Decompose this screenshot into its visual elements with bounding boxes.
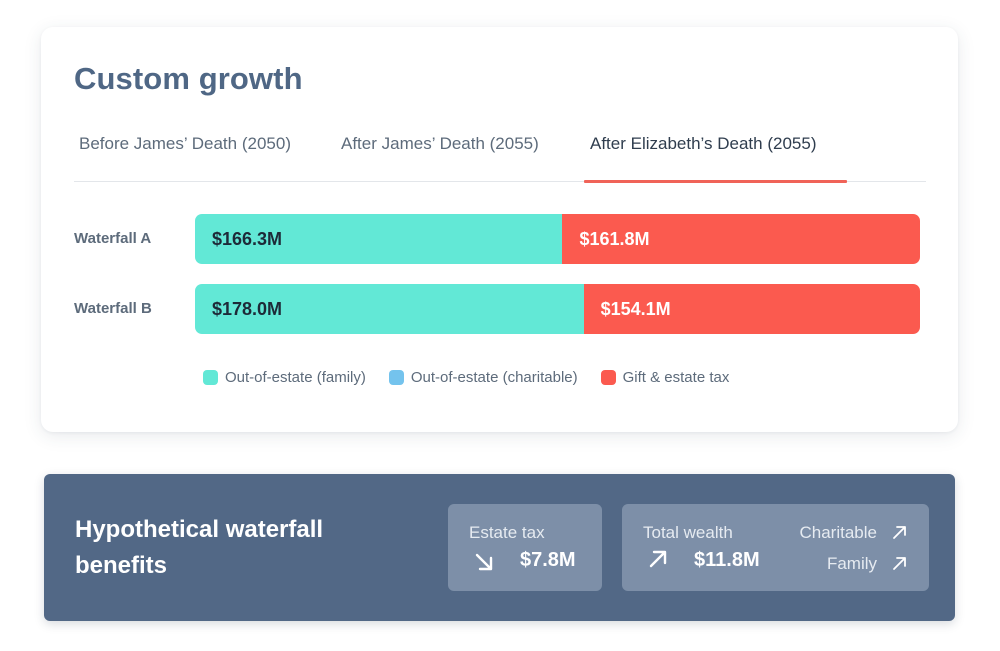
card-title: Custom growth (74, 61, 303, 96)
tab-before-james-death[interactable]: Before James’ Death (2050) (79, 134, 291, 153)
charitable-label: Charitable (799, 523, 878, 542)
legend-label: Out-of-estate (charitable) (410, 369, 578, 386)
legend-item-out-of-estate-family: Out-of-estate (family) (203, 369, 366, 386)
charitable-arrow-up-right-icon (893, 526, 906, 539)
total-wealth-tile: Total wealth $11.8M Charitable Family (622, 504, 929, 591)
estate-tax-value: $7.8M (520, 549, 576, 571)
legend-item-gift-estate-tax: Gift & estate tax (600, 369, 730, 386)
waterfall-a-out-of-estate-family-segment: $166.3M (195, 214, 563, 264)
arrow-up-right-icon (649, 550, 667, 568)
waterfall-b-gift-estate-tax-segment: $154.1M (583, 284, 920, 334)
chart-legend: Out-of-estate (family) Out-of-estate (cha… (203, 369, 752, 386)
waterfall-b-label: Waterfall B (74, 300, 152, 317)
estate-tax-label: Estate tax (469, 523, 545, 542)
waterfall-a-bar: $166.3M $161.8M (195, 214, 920, 264)
scenario-tabs: Before James’ Death (2050) After James’ … (74, 127, 926, 183)
tab-after-james-death[interactable]: After James’ Death (2055) (341, 134, 539, 153)
waterfall-bar-chart: Waterfall A $166.3M $161.8M Waterfall B $178… (41, 202, 958, 342)
legend-swatch (600, 370, 616, 385)
benefits-panel: Hypothetical waterfall benefits Estate t… (44, 474, 955, 621)
waterfall-b-bar: $178.0M $154.1M (195, 284, 920, 334)
legend-label: Gift & estate tax (622, 369, 730, 386)
family-arrow-up-right-icon (893, 557, 906, 570)
tab-after-elizabeth-death[interactable]: After Elizabeth’s Death (2055) (584, 127, 847, 183)
benefits-title: Hypothetical waterfall benefits (75, 516, 324, 579)
legend-swatch (203, 370, 218, 385)
family-label: Family (826, 554, 877, 573)
arrow-down-right-icon (475, 553, 493, 571)
estate-tax-tile: Estate tax $7.8M (448, 504, 602, 591)
total-wealth-label: Total wealth (643, 523, 733, 542)
legend-item-out-of-estate-charitable: Out-of-estate (charitable) (388, 369, 578, 386)
waterfall-a-label: Waterfall A (74, 230, 152, 247)
waterfall-a-gift-estate-tax-segment: $161.8M (562, 214, 920, 264)
legend-swatch (388, 370, 404, 385)
legend-label: Out-of-estate (family) (225, 369, 366, 386)
custom-growth-card: Custom growth Before James’ Death (2050)… (41, 27, 958, 432)
waterfall-b-out-of-estate-family-segment: $178.0M (195, 284, 584, 334)
total-wealth-value: $11.8M (694, 549, 760, 571)
